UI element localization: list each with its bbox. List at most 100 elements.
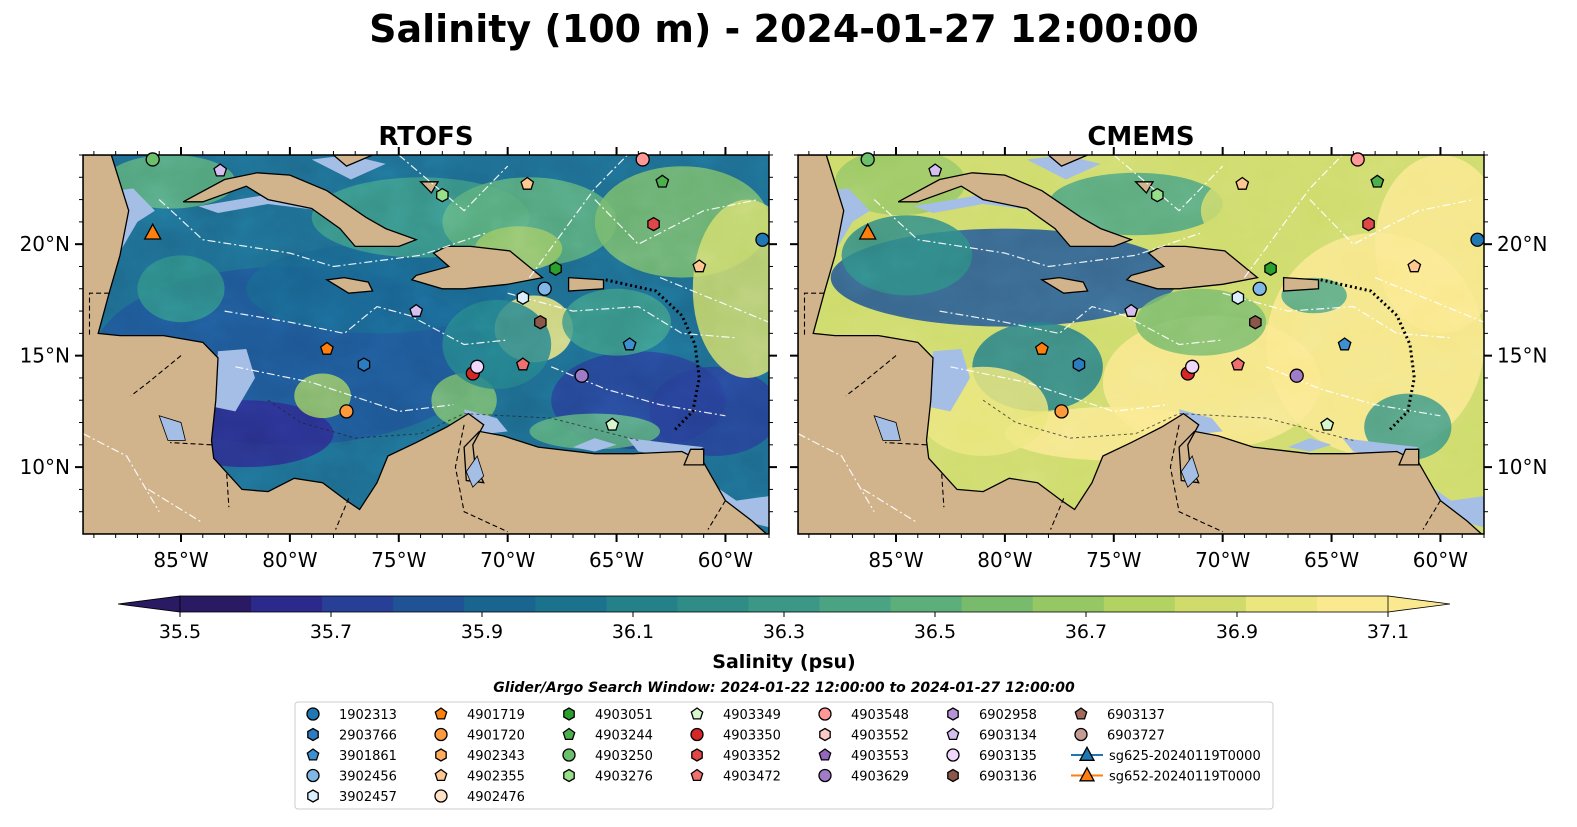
landmass-jamaica	[1039, 276, 1089, 294]
country-border	[845, 355, 897, 397]
country-border	[1050, 498, 1065, 530]
eez-boundary	[1374, 277, 1484, 323]
legend-marker	[306, 768, 320, 783]
marker-4901720	[1054, 404, 1069, 419]
country-border	[885, 442, 927, 446]
colorbar-tick-label: 36.3	[763, 621, 805, 643]
legend-marker	[947, 768, 959, 783]
marker-2903766	[357, 357, 371, 372]
x-tick-label: 60°W	[1413, 548, 1468, 572]
x-tick-label: 70°W	[1195, 548, 1250, 572]
legend-marker	[946, 748, 960, 762]
eez-boundary	[224, 305, 508, 346]
legend-label: 6902958	[979, 708, 1037, 723]
eez-boundary	[83, 433, 160, 513]
landmass-trinidad	[1398, 448, 1420, 466]
legend-marker	[562, 727, 576, 741]
x-tick-label: 65°W	[1304, 548, 1359, 572]
legend-marker	[818, 768, 832, 783]
bathymetry-contour	[982, 399, 1354, 441]
marker-4903352	[647, 216, 660, 232]
marker-1902313	[1470, 232, 1485, 247]
x-tick-label: 65°W	[589, 548, 644, 572]
marker-3902456	[1252, 281, 1267, 296]
marker-4903051	[549, 261, 562, 276]
country-border	[335, 498, 350, 530]
panel-title-cmems: CMEMS	[1087, 122, 1194, 152]
legend-label: 4901720	[467, 729, 525, 744]
legend-marker	[562, 748, 576, 762]
colorbar-segment	[1245, 596, 1318, 612]
legend-label: 4903244	[595, 729, 653, 744]
colorbar: 35.5 35.7 35.9 36.1 36.3 36.5 36.7 36.9 37.1	[117, 595, 1451, 643]
country-border	[170, 442, 212, 446]
landmass-bahamas1	[332, 155, 373, 167]
legend-marker	[563, 707, 575, 721]
legend-label: 4903250	[595, 749, 653, 764]
shelf-shallows	[928, 349, 970, 412]
lake	[873, 415, 901, 441]
land-cmems	[798, 155, 1484, 534]
country-border	[130, 355, 182, 397]
legend-marker	[819, 727, 831, 742]
legend-label: 4902343	[467, 749, 525, 764]
legend-marker	[435, 748, 447, 762]
legend-label: 4903629	[851, 770, 909, 785]
eez-boundary	[398, 155, 509, 212]
legend-label: 6903136	[979, 770, 1037, 785]
eez-boundary	[862, 488, 919, 524]
colorbar-segment	[1174, 596, 1247, 612]
marker-4903244	[655, 174, 670, 188]
landmass-cuba	[897, 172, 1134, 248]
legend-marker	[306, 707, 320, 721]
colorbar-segment	[251, 596, 323, 612]
colorbar-segment	[1316, 596, 1389, 612]
legend-marker	[691, 748, 703, 762]
marker-4903349	[1320, 417, 1335, 431]
eez-boundary	[659, 277, 769, 323]
legend-label: 4903552	[851, 729, 909, 744]
marker-6903136	[534, 314, 547, 330]
eez-boundary	[594, 199, 759, 245]
colorbar-label: Salinity (psu)	[712, 651, 855, 673]
map-panel-rtofs: RTOFS 85°W 80°W 75°W 70°W 65°W 60°W 20°N 15°N 10…	[20, 122, 777, 572]
marker-4903250	[860, 152, 875, 167]
landmass-centralamerica	[798, 155, 1484, 534]
colorbar-tick-label: 37.1	[1367, 621, 1409, 643]
x-tick-label: 70°W	[480, 548, 535, 572]
landmass-bahamas2	[419, 181, 440, 194]
marker-4902355	[1407, 259, 1422, 273]
legend-label: 4901719	[467, 708, 525, 723]
axis-ticks-rtofs: 85°W 80°W 75°W 70°W 65°W 60°W 20°N 15°N 10°N	[20, 147, 777, 572]
legend-label: sg652-20240119T0000	[1109, 770, 1261, 785]
marker-4903472	[1230, 357, 1245, 371]
x-tick-label: 80°W	[262, 548, 317, 572]
marker-4902355	[1235, 176, 1250, 190]
marker-4901719	[1034, 341, 1049, 355]
y-tick-label: 15°N	[1497, 344, 1547, 368]
legend-marker	[946, 727, 960, 741]
map-frame-rtofs	[82, 154, 770, 535]
eez-boundary	[1222, 292, 1452, 339]
legend-marker	[690, 727, 704, 742]
marker-sg652-20240119T0000	[858, 222, 877, 240]
marker-4903276	[1151, 187, 1164, 203]
marker-4903352	[1362, 216, 1375, 232]
country-border	[707, 500, 726, 530]
landmass-hispaniola	[1125, 245, 1259, 290]
colorbar-segment	[819, 596, 892, 612]
landmass-bahamas1	[1047, 155, 1088, 167]
marker-1902313	[755, 232, 770, 247]
legend-label: 2903766	[339, 729, 397, 744]
eez-boundary	[1113, 155, 1224, 212]
colorbar-tick-label: 35.5	[159, 621, 201, 643]
country-border	[941, 473, 945, 508]
legend-label: 4903352	[723, 749, 781, 764]
land-rtofs	[83, 155, 769, 534]
shelf-shallows	[1026, 155, 1101, 180]
panel-title-rtofs: RTOFS	[378, 122, 473, 152]
marker-6903136	[1249, 314, 1262, 330]
marker-4903629	[1289, 368, 1304, 383]
country-border	[454, 424, 508, 533]
